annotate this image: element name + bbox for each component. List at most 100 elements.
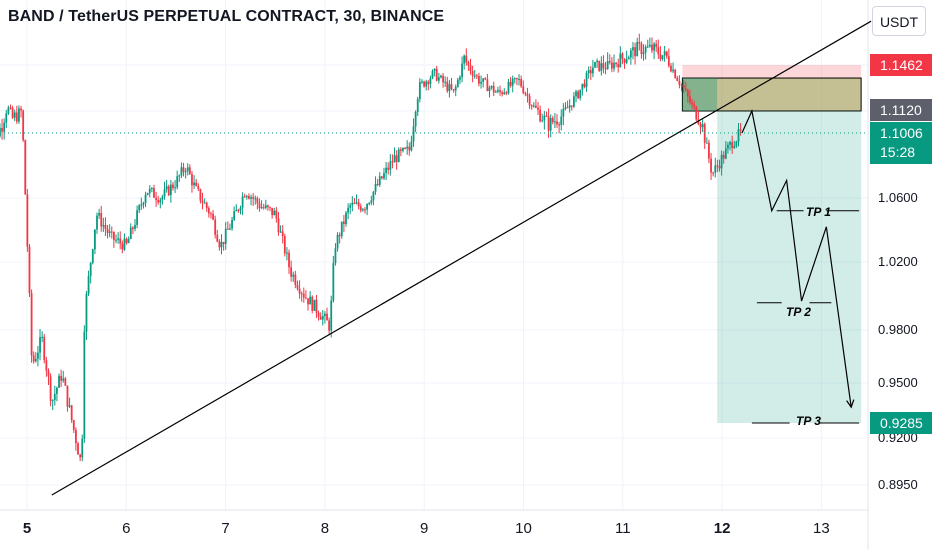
candle-body	[448, 84, 451, 92]
candle-body	[275, 210, 278, 219]
candle-body	[359, 206, 362, 211]
candle-body	[9, 107, 12, 109]
candle-body	[554, 121, 556, 123]
candle-body	[528, 96, 531, 106]
candle-body	[551, 117, 554, 123]
candle-body	[321, 316, 324, 320]
candle-body	[391, 161, 394, 163]
candle-body	[231, 219, 233, 229]
candle-body	[442, 75, 444, 83]
candle-body	[577, 91, 580, 99]
candle-body	[642, 52, 645, 55]
candle-body	[494, 91, 497, 93]
candle-body	[720, 154, 723, 169]
candle-body	[70, 405, 73, 421]
candle-body	[260, 207, 263, 209]
candle-body	[79, 454, 82, 458]
candle-body	[43, 336, 46, 361]
candle-body	[142, 203, 145, 205]
candle-body	[64, 378, 67, 386]
candle-body	[714, 165, 717, 173]
x-tick-label: 9	[420, 520, 429, 537]
candle-body	[729, 142, 731, 145]
candle-body	[684, 88, 687, 91]
candle-body	[482, 78, 485, 82]
candle-body	[461, 63, 463, 78]
candle-body	[311, 296, 314, 311]
candle-body	[497, 90, 499, 92]
candle-body	[568, 105, 571, 108]
candle-body	[96, 215, 98, 230]
candle-body	[127, 238, 130, 244]
candle-body	[174, 187, 176, 189]
candle-body	[214, 219, 217, 235]
x-tick-label: 7	[221, 520, 230, 537]
candle-body	[47, 370, 50, 377]
candle-body	[98, 213, 101, 216]
candle-body	[100, 213, 103, 227]
candle-body	[167, 186, 170, 196]
candle-body	[604, 68, 607, 70]
candle-body	[361, 209, 364, 211]
candle-body	[541, 120, 544, 122]
candle-body	[15, 112, 18, 122]
candle-body	[613, 62, 615, 69]
y-tick-label: 0.9500	[878, 375, 918, 390]
candle-body	[93, 229, 96, 250]
currency-button[interactable]: USDT	[872, 6, 926, 36]
candle-body	[486, 79, 489, 92]
candle-body	[264, 205, 267, 208]
candle-body	[89, 262, 92, 277]
candle-body	[404, 148, 406, 150]
candle-body	[129, 227, 132, 239]
x-tick-label: 10	[515, 520, 532, 537]
candle-body	[680, 84, 683, 86]
candle-body	[307, 298, 309, 305]
candle-body	[657, 47, 660, 55]
candle-body	[693, 104, 696, 107]
candle-body	[378, 176, 381, 185]
candle-body	[429, 78, 432, 84]
candle-body	[313, 299, 316, 311]
candle-body	[252, 197, 255, 199]
candle-body	[161, 196, 164, 200]
candle-body	[480, 81, 482, 84]
candles	[0, 33, 742, 462]
candle-body	[199, 189, 202, 201]
candle-body	[623, 58, 626, 63]
candle-body	[250, 197, 252, 199]
candle-body	[686, 90, 689, 97]
candle-body	[659, 54, 662, 60]
candle-body	[708, 142, 710, 159]
candle-body	[585, 73, 588, 87]
candle-body	[45, 360, 48, 371]
candle-body	[271, 207, 274, 216]
candle-body	[621, 53, 624, 59]
candle-body	[144, 194, 147, 204]
candle-body	[695, 106, 698, 120]
candle-body	[372, 191, 375, 201]
candle-body	[513, 78, 516, 80]
candle-body	[75, 429, 77, 444]
candle-body	[254, 198, 257, 200]
candle-body	[0, 127, 1, 137]
candle-body	[632, 47, 634, 51]
candle-body	[104, 225, 107, 229]
stop-zone	[682, 65, 862, 79]
candle-body	[155, 197, 157, 201]
candle-body	[248, 196, 250, 199]
candle-body	[237, 209, 240, 211]
candle-body	[648, 44, 651, 47]
candle-body	[108, 231, 111, 233]
candle-body	[722, 154, 725, 159]
candle-body	[625, 59, 628, 63]
candle-body	[383, 173, 385, 179]
candle-body	[610, 62, 613, 69]
candle-body	[85, 293, 88, 332]
candle-body	[277, 218, 280, 233]
candle-body	[532, 105, 535, 107]
candle-body	[682, 85, 685, 89]
candle-body	[53, 393, 56, 401]
candle-body	[163, 189, 166, 197]
